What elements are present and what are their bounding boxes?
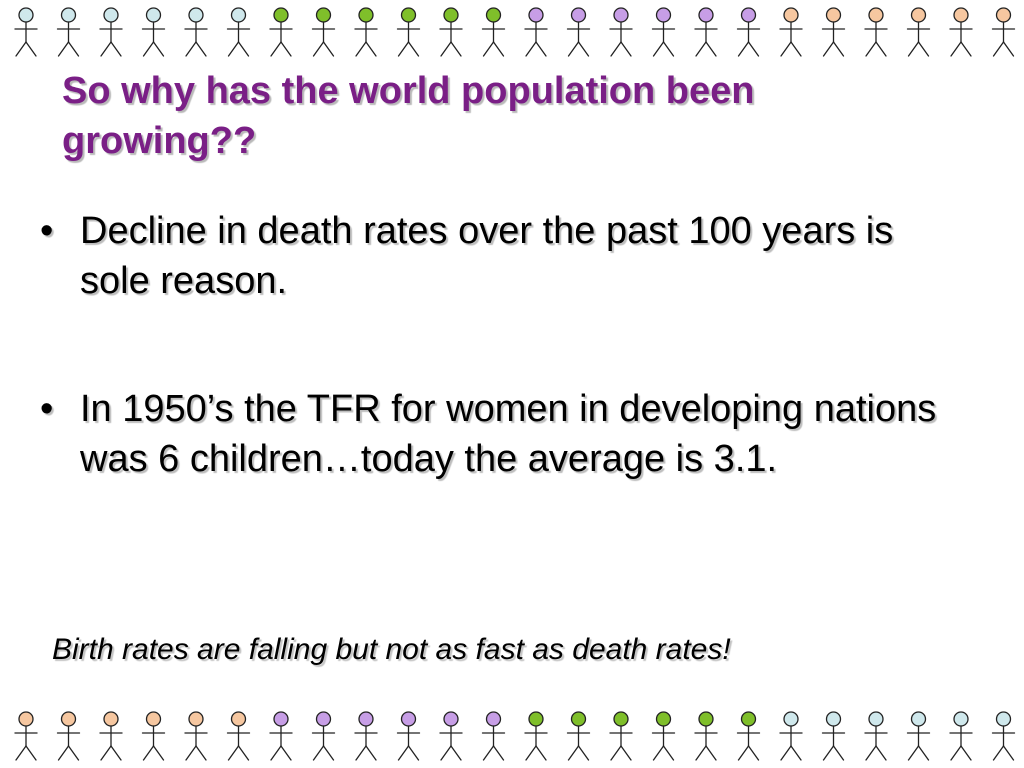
stick-figure-icon — [609, 7, 633, 57]
bullet-list: • Decline in death rates over the past 1… — [40, 206, 970, 484]
stick-figure-icon — [651, 711, 676, 761]
stick-figure-icon — [184, 711, 208, 761]
stick-figure-icon — [906, 711, 931, 761]
stick-figure-icon — [141, 711, 166, 761]
stick-figure-icon — [736, 711, 761, 761]
stick-figure-icon — [779, 7, 803, 57]
stick-figure-icon — [566, 7, 591, 57]
stick-figure-icon — [14, 711, 38, 761]
stick-figure-icon — [694, 711, 718, 761]
stick-figure-icon — [99, 711, 123, 761]
stick-figure-icon — [864, 711, 888, 761]
stick-figure-icon — [864, 7, 888, 57]
stick-figure-icon — [439, 7, 463, 57]
stick-figure-icon — [906, 7, 931, 57]
bullet-item: • In 1950’s the TFR for women in develop… — [40, 384, 970, 484]
slide-title: So why has the world population been gro… — [62, 70, 755, 162]
stick-figure-icon — [354, 7, 378, 57]
bullet-item: • Decline in death rates over the past 1… — [40, 206, 970, 306]
stick-figure-icon — [821, 7, 846, 57]
stick-figure-icon — [269, 7, 293, 57]
stick-figure-icon — [99, 7, 123, 57]
stick-figure-icon — [14, 7, 38, 57]
stick-figure-icon — [396, 7, 421, 57]
bullet-text: In 1950’s the TFR for women in developin… — [80, 388, 937, 480]
stick-figure-icon — [481, 7, 506, 57]
stick-figure-icon — [354, 711, 378, 761]
stick-figure-icon — [481, 711, 506, 761]
stick-figure-icon — [694, 7, 718, 57]
stick-figure-icon — [779, 711, 803, 761]
stick-figure-icon — [184, 7, 208, 57]
stick-figure-icon — [651, 7, 676, 57]
stick-figure-icon — [56, 7, 81, 57]
stick-figure-icon — [269, 711, 293, 761]
stick-figure-icon — [566, 711, 591, 761]
stick-figure-icon — [311, 711, 336, 761]
stick-figure-icon — [821, 711, 846, 761]
stick-figure-icon — [396, 711, 421, 761]
bullet-text: Decline in death rates over the past 100… — [80, 210, 894, 302]
slide-footnote: Birth rates are falling but not as fast … — [52, 633, 731, 666]
stick-figure-icon — [524, 711, 548, 761]
bullet-marker: • — [40, 210, 54, 252]
stick-figure-icon — [226, 7, 251, 57]
stick-figure-icon — [524, 7, 548, 57]
stick-figure-icon — [949, 7, 973, 57]
stick-figure-icon — [56, 711, 81, 761]
stick-figure-icon — [949, 711, 973, 761]
stick-figure-icon — [991, 711, 1016, 761]
stick-figure-icon — [736, 7, 761, 57]
stick-figure-icon — [609, 711, 633, 761]
stick-figure-icon — [311, 7, 336, 57]
stick-figure-icon — [226, 711, 251, 761]
stick-figure-icon — [991, 7, 1016, 57]
bottom-figure-border — [14, 711, 1016, 761]
top-figure-border — [14, 7, 1016, 57]
stick-figure-icon — [439, 711, 463, 761]
stick-figure-icon — [141, 7, 166, 57]
bullet-marker: • — [40, 388, 54, 430]
